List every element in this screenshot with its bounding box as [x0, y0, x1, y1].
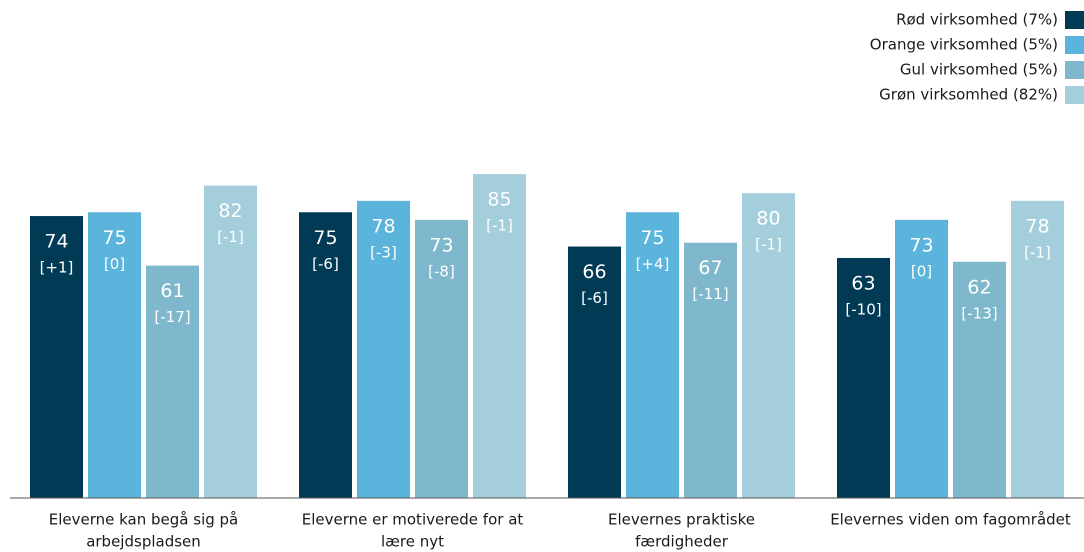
bar — [626, 212, 679, 498]
bar — [1011, 200, 1064, 498]
bar — [204, 185, 257, 498]
value-label: 82 — [218, 200, 242, 222]
bar — [30, 216, 83, 498]
x-tick-label: Elevernes praktiske — [608, 511, 755, 529]
value-label: 78 — [1025, 215, 1049, 237]
bar — [357, 200, 410, 498]
change-label: [0] — [911, 262, 932, 280]
bar — [895, 219, 948, 498]
bar — [473, 174, 526, 498]
legend-swatch — [1065, 86, 1084, 104]
change-label: [0] — [104, 255, 125, 273]
x-tick-label: arbejdspladsen — [86, 533, 201, 551]
value-label: 85 — [487, 189, 511, 211]
value-label: 75 — [102, 227, 126, 249]
x-tick-label: færdigheder — [635, 533, 729, 551]
change-label: [-13] — [961, 304, 997, 322]
legend-swatch — [1065, 11, 1084, 29]
bar — [88, 212, 141, 498]
legend-label: Gul virksomhed (5%) — [900, 61, 1058, 79]
bar — [742, 193, 795, 498]
change-label: [-8] — [428, 262, 455, 280]
bar — [415, 219, 468, 498]
value-label: 78 — [371, 215, 395, 237]
change-label: [-1] — [217, 228, 244, 246]
legend-swatch — [1065, 36, 1084, 54]
change-label: [-1] — [1024, 243, 1051, 261]
x-tick-label: Elevernes viden om fagområdet — [830, 511, 1071, 529]
change-label: [-10] — [845, 300, 881, 318]
value-label: 75 — [640, 227, 664, 249]
change-label: [-6] — [581, 289, 608, 307]
legend-label: Rød virksomhed (7%) — [896, 11, 1058, 29]
bar — [684, 242, 737, 498]
x-tick-label: Eleverne er motiverede for at — [302, 511, 524, 529]
value-label: 67 — [698, 257, 722, 279]
change-label: [+4] — [636, 255, 670, 273]
change-label: [-1] — [755, 236, 782, 254]
legend-label: Orange virksomhed (5%) — [870, 36, 1058, 54]
value-label: 61 — [160, 280, 184, 302]
value-label: 73 — [909, 234, 933, 256]
value-label: 73 — [429, 234, 453, 256]
value-label: 66 — [582, 261, 606, 283]
change-label: [-17] — [154, 308, 190, 326]
value-label: 62 — [967, 276, 991, 298]
bar — [146, 265, 199, 498]
bar — [953, 261, 1006, 498]
legend-label: Grøn virksomhed (82%) — [879, 86, 1058, 104]
change-label: [+1] — [40, 259, 74, 277]
bar — [837, 257, 890, 498]
value-label: 63 — [851, 272, 875, 294]
x-tick-label: lære nyt — [381, 533, 444, 551]
change-label: [-11] — [692, 285, 728, 303]
change-label: [-1] — [486, 217, 513, 235]
change-label: [-3] — [370, 243, 397, 261]
value-label: 75 — [313, 227, 337, 249]
bar — [299, 212, 352, 498]
value-label: 80 — [756, 208, 780, 230]
legend-swatch — [1065, 61, 1084, 79]
change-label: [-6] — [312, 255, 339, 273]
x-tick-label: Eleverne kan begå sig på — [49, 511, 239, 529]
value-label: 74 — [44, 231, 68, 253]
bar — [568, 246, 621, 498]
